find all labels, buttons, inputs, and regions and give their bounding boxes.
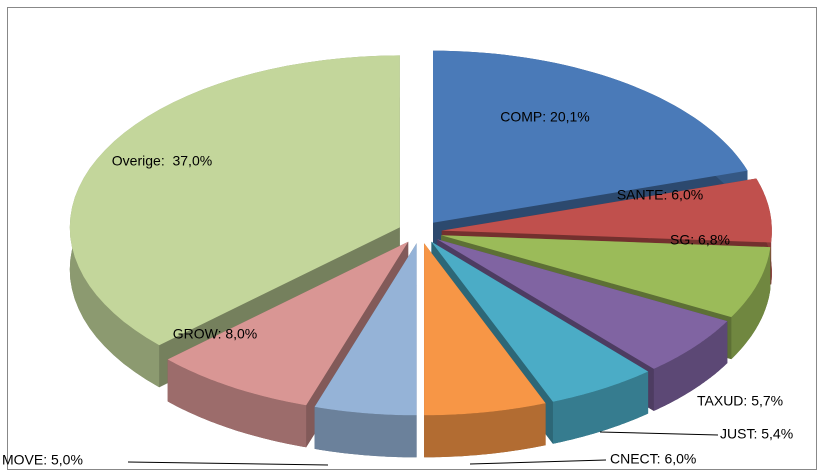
slice-side [314, 406, 417, 458]
data-label: COMP: 20,1% [500, 109, 589, 125]
slice [167, 241, 409, 406]
slice [314, 243, 417, 416]
slice [441, 235, 771, 318]
leader-line [599, 431, 719, 436]
data-label: SANTE: 6,0% [617, 187, 703, 203]
data-label: TAXUD: 5,7% [697, 393, 783, 409]
slice [424, 243, 546, 416]
slice [441, 178, 772, 243]
leader-line [127, 461, 329, 466]
data-label: GROW: 8,0% [173, 326, 258, 342]
slice [433, 50, 748, 223]
slice-side [167, 359, 307, 448]
slice-side [424, 403, 546, 458]
slice-side [731, 247, 771, 360]
slice [431, 241, 649, 402]
leader-line [469, 459, 607, 465]
labels: COMP: 20,1% SANTE: 6,0% SG: 6,8% TAXUD: 5,7… [2, 109, 793, 468]
data-label: Overige: 37,0% [112, 153, 212, 169]
data-label: SG: 6,8% [670, 232, 730, 248]
slice [69, 55, 400, 346]
data-label: JUST: 5,4% [720, 426, 793, 442]
pie [69, 50, 772, 458]
slice-side [653, 321, 728, 411]
data-label: MOVE: 5,0% [2, 452, 83, 468]
data-label: CNECT: 6,0% [610, 451, 696, 467]
slice [437, 239, 728, 369]
slice-side [552, 371, 649, 444]
